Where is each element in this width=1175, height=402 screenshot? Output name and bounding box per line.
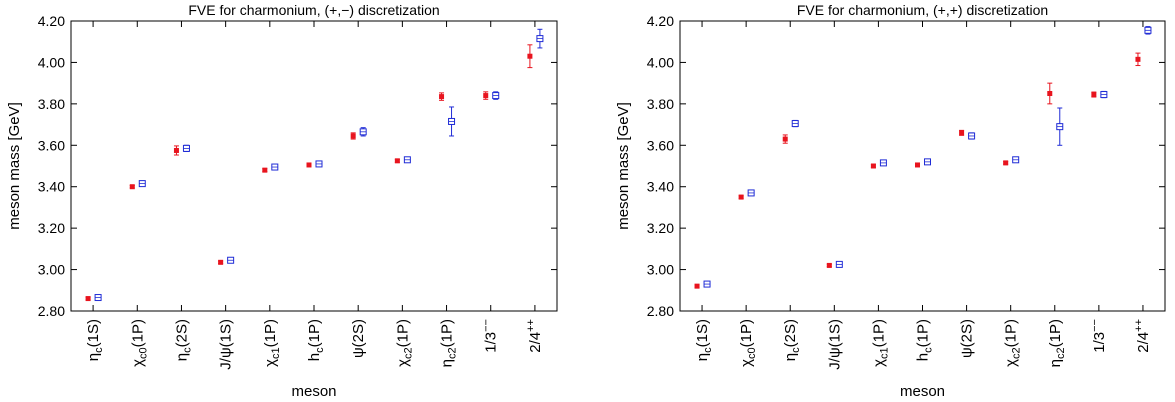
chart-panel-2: FVE for charmonium, (+,+) discretization… [615,2,1166,400]
x-tick-label: χc2(1P) [1003,319,1023,367]
y-tick-label: 3.60 [647,137,674,153]
y-tick-label: 3.00 [38,262,65,278]
y-tick-label: 3.80 [38,96,65,112]
y-tick-label: 3.80 [647,96,674,112]
data-point-filled [218,259,224,265]
data-point-filled [826,262,832,268]
x-tick-label: J/ψ(1S) [826,319,843,370]
data-point-filled [738,194,744,200]
data-point-filled [959,130,965,136]
y-tick-label: 3.00 [647,262,674,278]
data-point-filled [915,162,920,168]
data-point-filled [1003,160,1009,166]
plot-frame [679,20,1166,312]
y-axis-label: meson mass [GeV] [6,102,23,230]
x-tick-label: χc0(1P) [129,319,149,367]
x-tick-label: 2/4++ [525,319,544,353]
data-point-filled [129,184,135,190]
data-point-filled [1047,91,1053,96]
x-tick-label: ηc2(1P) [439,319,459,367]
data-point-filled [306,162,312,168]
x-tick-label: ψ(2S) [959,319,976,358]
y-tick-label: 4.20 [647,13,674,29]
x-tick-label: χc2(1P) [394,319,414,367]
y-tick-label: 3.40 [647,179,674,195]
y-tick-label: 2.80 [38,303,65,319]
x-axis-label: meson [900,383,945,400]
y-tick-label: 3.40 [38,179,65,195]
data-point-filled [394,158,400,164]
x-tick-label: 2/4++ [1133,319,1152,353]
data-point-filled [173,147,179,153]
data-point-filled [85,296,91,302]
plot-frame [70,20,558,312]
y-tick-label: 4.00 [38,54,65,70]
x-tick-label: ηc(2S) [782,319,802,361]
data-point-filled [870,163,876,169]
x-tick-label: ηc(1S) [85,319,105,361]
data-point-filled [483,93,489,99]
x-tick-label: ηc2(1P) [1047,319,1067,367]
chart-panel-1: FVE for charmonium, (+,−) discretization… [6,2,558,400]
data-point-filled [694,283,700,289]
chart-title: FVE for charmonium, (+,−) discretization [188,2,439,18]
y-tick-label: 4.00 [647,54,674,70]
x-tick-label: hc(1P) [306,319,326,361]
x-axis-label: meson [291,383,336,400]
x-tick-label: χc1(1P) [870,319,890,367]
chart-title: FVE for charmonium, (+,+) discretization [797,2,1048,18]
x-tick-label: ηc(1S) [694,319,714,361]
y-tick-label: 4.20 [38,13,65,29]
data-point-filled [1091,92,1097,98]
data-point-filled [527,53,533,59]
y-tick-label: 3.60 [38,137,65,153]
y-tick-label: 3.20 [647,220,674,236]
y-tick-label: 3.20 [38,220,65,236]
data-point-filled [262,167,268,173]
x-tick-label: 1/3−− [1089,319,1108,353]
data-point-filled [439,94,445,100]
x-tick-label: ηc(2S) [173,319,193,361]
data-point-filled [1135,56,1141,62]
data-point-filled [782,136,788,142]
x-tick-label: hc(1P) [915,319,935,361]
x-tick-label: 1/3−− [481,319,500,353]
data-point-filled [350,133,356,139]
x-tick-label: ψ(2S) [350,319,367,358]
y-axis-label: meson mass [GeV] [615,102,632,230]
x-tick-label: J/ψ(1S) [218,319,235,370]
y-tick-label: 2.80 [647,303,674,319]
x-tick-label: χc0(1P) [738,319,758,367]
x-tick-label: χc1(1P) [262,319,282,367]
